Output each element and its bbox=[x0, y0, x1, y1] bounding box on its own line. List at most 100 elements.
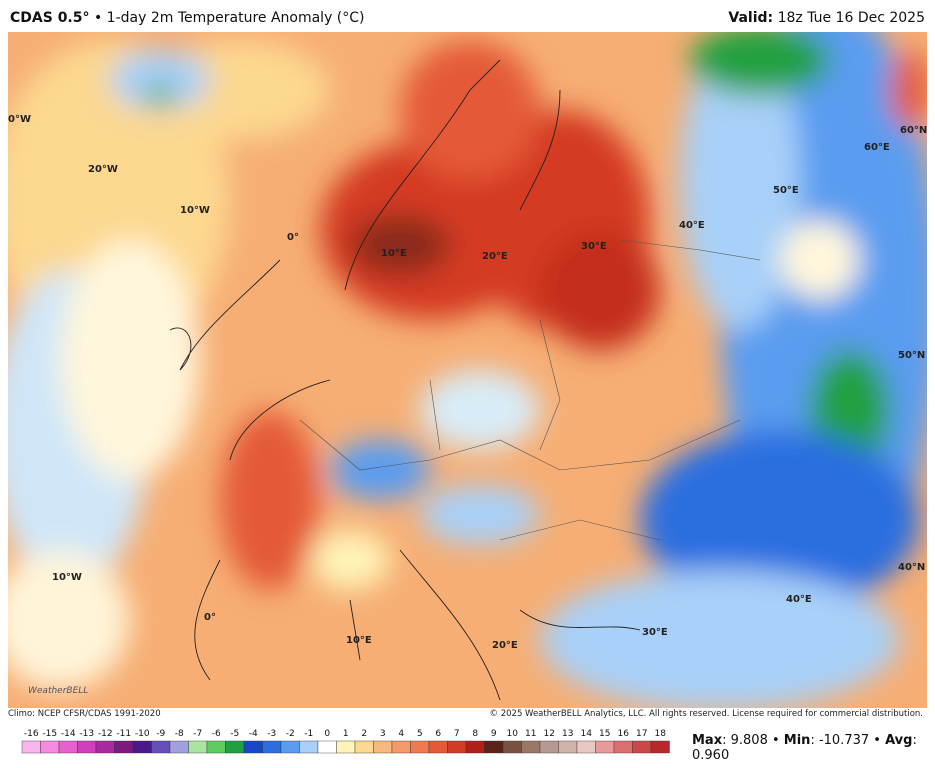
colorbar-label: 3 bbox=[380, 729, 386, 739]
colorbar-cell bbox=[632, 740, 652, 754]
stat-label: Max bbox=[692, 733, 723, 748]
colorbar-label: -14 bbox=[61, 729, 76, 739]
borders bbox=[299, 239, 761, 541]
colorbar-label: 12 bbox=[544, 729, 555, 739]
colorbar-label: -7 bbox=[193, 729, 202, 739]
colorbar-cell bbox=[151, 740, 171, 754]
colorbar-cell bbox=[243, 740, 263, 754]
colorbar-label: -11 bbox=[116, 729, 131, 739]
grid-label: 60°N bbox=[900, 125, 927, 136]
stat-value: 0.960 bbox=[692, 748, 730, 763]
colorbar-cell bbox=[225, 740, 245, 754]
colorbar-label: -9 bbox=[156, 729, 165, 739]
stat-value: 9.808 bbox=[730, 733, 768, 748]
colorbar-cell bbox=[58, 740, 78, 754]
grid-label: 20°E bbox=[492, 640, 518, 651]
copyright: © 2025 WeatherBELL Analytics, LLC. All r… bbox=[489, 709, 923, 719]
colorbar-label: 16 bbox=[618, 729, 630, 739]
colorbar-cell bbox=[188, 740, 208, 754]
grid-label: 20°E bbox=[482, 251, 508, 262]
separator: • bbox=[767, 733, 784, 748]
grid-label: 0°W bbox=[8, 114, 31, 125]
colorbar-cell bbox=[521, 740, 541, 754]
separator: • bbox=[869, 733, 886, 748]
colorbar-label: 1 bbox=[343, 729, 349, 739]
grid-label: 40°N bbox=[898, 562, 925, 573]
colorbar-cell bbox=[428, 740, 448, 754]
colorbar-cell bbox=[373, 740, 393, 754]
colorbar-label: -16 bbox=[24, 729, 39, 739]
colorbar-label: -12 bbox=[98, 729, 113, 739]
colorbar-cell bbox=[391, 740, 411, 754]
colorbar-label: -13 bbox=[79, 729, 94, 739]
colorbar-cell bbox=[595, 740, 615, 754]
colorbar-cell bbox=[77, 740, 97, 754]
grid-label: 10°W bbox=[180, 205, 210, 216]
grid-label: 30°E bbox=[581, 241, 607, 252]
grid-label: 50°N bbox=[898, 350, 925, 361]
stat-colon: : bbox=[722, 733, 731, 748]
colorbar-cell bbox=[447, 740, 467, 754]
colorbar-label: 13 bbox=[562, 729, 573, 739]
stats: Max: 9.808 • Min: -10.737 • Avg: 0.960 bbox=[692, 733, 935, 763]
colorbar-label: 15 bbox=[599, 729, 610, 739]
colorbar-cell bbox=[95, 740, 115, 754]
stat-label: Min bbox=[783, 733, 811, 748]
colorbar-label: 18 bbox=[655, 729, 667, 739]
grid-label: 50°E bbox=[773, 185, 799, 196]
colorbar-cell bbox=[354, 740, 374, 754]
colorbar-cell bbox=[336, 740, 356, 754]
grid-label: 40°E bbox=[786, 594, 812, 605]
grid-label: 10°E bbox=[381, 248, 407, 259]
colorbar-cell bbox=[539, 740, 559, 754]
valid-time: Valid: 18z Tue 16 Dec 2025 bbox=[728, 10, 925, 26]
colorbar-label: 8 bbox=[472, 729, 478, 739]
colorbar-label: -1 bbox=[304, 729, 313, 739]
colorbar-label: 11 bbox=[525, 729, 536, 739]
colorbar-label: 10 bbox=[507, 729, 519, 739]
colorbar-label: 17 bbox=[636, 729, 647, 739]
colorbar-label: -10 bbox=[135, 729, 150, 739]
valid-label: Valid: bbox=[728, 10, 774, 26]
coastlines bbox=[169, 59, 641, 701]
colorbar-label: -4 bbox=[249, 729, 258, 739]
grid-label: 20°W bbox=[88, 164, 118, 175]
grid-label: 10°W bbox=[52, 572, 82, 583]
stat-colon: : bbox=[912, 733, 917, 748]
anomaly-field bbox=[8, 32, 927, 708]
colorbar-cell bbox=[558, 740, 578, 754]
colorbar-cell bbox=[169, 740, 189, 754]
colorbar-cell bbox=[465, 740, 485, 754]
colorbar-cell bbox=[280, 740, 300, 754]
climo-note: Climo: NCEP CFSR/CDAS 1991-2020 bbox=[8, 709, 161, 719]
colorbar-cell bbox=[132, 740, 152, 754]
colorbar-cell bbox=[21, 740, 41, 754]
colorbar-label: 5 bbox=[417, 729, 423, 739]
header-title: CDAS 0.5° • 1-day 2m Temperature Anomaly… bbox=[10, 10, 365, 26]
colorbar-cell bbox=[40, 740, 60, 754]
colorbar-cell bbox=[410, 740, 430, 754]
stat-colon: : bbox=[810, 733, 819, 748]
grid-label: 0° bbox=[204, 612, 216, 623]
colorbar-cell bbox=[576, 740, 596, 754]
stat-value: -10.737 bbox=[818, 733, 870, 748]
colorbar-cell bbox=[484, 740, 504, 754]
colorbar-cell bbox=[206, 740, 226, 754]
stat-label: Avg bbox=[885, 733, 913, 748]
colorbar-label: 6 bbox=[435, 729, 441, 739]
grid-label: 40°E bbox=[679, 220, 705, 231]
colorbar-label: -2 bbox=[286, 729, 295, 739]
colorbar-label: -8 bbox=[175, 729, 184, 739]
colorbar-cell bbox=[299, 740, 319, 754]
colorbar-label: 0 bbox=[324, 729, 330, 739]
colorbar-label: 4 bbox=[398, 729, 404, 739]
model-name: CDAS 0.5° bbox=[10, 10, 90, 26]
colorbar-label: 7 bbox=[454, 729, 460, 739]
colorbar-label: -15 bbox=[42, 729, 57, 739]
colorbar-label: 2 bbox=[361, 729, 367, 739]
grid-label: 0° bbox=[287, 232, 299, 243]
grid-label: 10°E bbox=[346, 635, 372, 646]
colorbar-label: -5 bbox=[230, 729, 239, 739]
